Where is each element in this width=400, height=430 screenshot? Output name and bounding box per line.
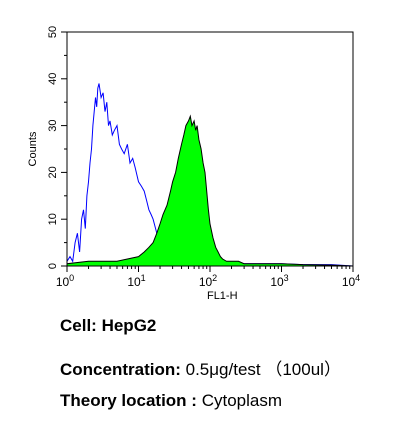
concentration-value: 0.5μg/test （100ul） [185, 360, 341, 379]
concentration-label: Concentration: [60, 360, 181, 379]
cell-label: Cell: [60, 316, 97, 335]
x-tick-label: 101 [127, 273, 145, 289]
x-axis-title: FL1-H [207, 290, 238, 300]
cell-caption: Cell: HepG2 [60, 316, 156, 336]
histogram-chart: 100 101 102 103 104 0 10 20 30 40 50 FL1-H Counts [27, 26, 360, 300]
axes: 100 101 102 103 104 0 10 20 30 40 50 FL1-H Counts [27, 26, 360, 300]
plot-area [66, 83, 354, 267]
y-tick-label: 50 [47, 26, 59, 38]
y-tick-label: 30 [47, 119, 59, 131]
cell-value: HepG2 [101, 316, 157, 335]
x-tick-label: 104 [342, 273, 360, 289]
y-tick-label: 0 [47, 263, 59, 269]
y-axis-title: Counts [27, 131, 39, 166]
x-tick-label: 100 [56, 273, 74, 289]
x-tick-label: 103 [270, 273, 288, 289]
y-tick-label: 40 [47, 73, 59, 85]
location-caption: Theory location : Cytoplasm [60, 391, 282, 411]
location-label: Theory location : [60, 391, 197, 410]
x-tick-label: 102 [199, 273, 217, 289]
y-tick-label: 20 [47, 166, 59, 178]
concentration-caption: Concentration: 0.5μg/test （100ul） [60, 355, 341, 380]
sample-histogram-area [66, 114, 354, 267]
y-tick-label: 10 [47, 213, 59, 225]
location-value: Cytoplasm [201, 391, 283, 410]
